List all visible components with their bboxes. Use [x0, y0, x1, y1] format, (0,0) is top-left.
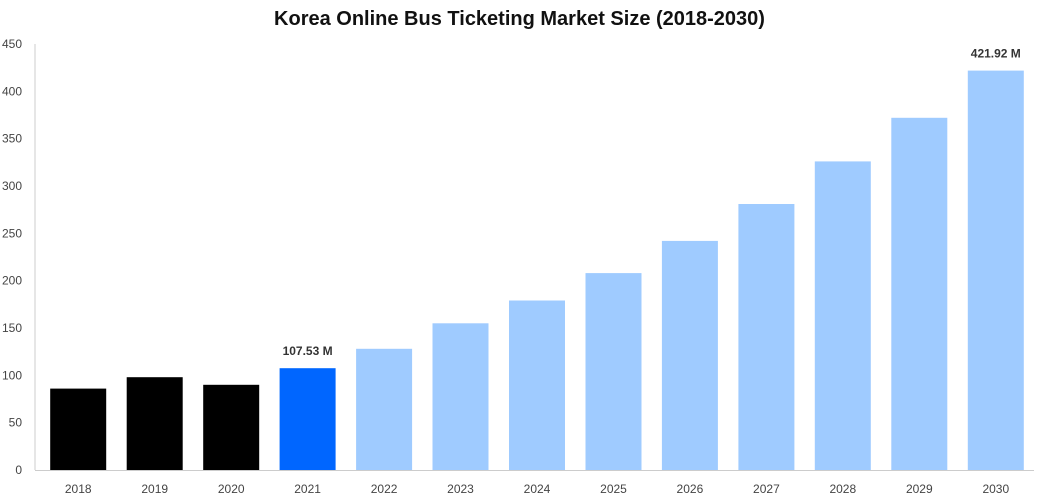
y-tick-label: 150 [2, 321, 22, 335]
labels-group: 2018 2019 2020 2021 107.53 M 2022 2023 2024 2025… [65, 47, 1021, 496]
x-tick-label: 2026 [677, 482, 704, 496]
x-tick-label: 2030 [982, 482, 1009, 496]
bar-2020 [203, 384, 260, 470]
x-tick-label: 2029 [906, 482, 933, 496]
y-tick-label: 400 [2, 84, 22, 98]
x-tick-label: 2025 [600, 482, 627, 496]
x-tick-label: 2019 [141, 482, 168, 496]
bar-2026 [661, 240, 718, 470]
bar-2021 [279, 368, 336, 470]
y-tick-label: 300 [2, 179, 22, 193]
bar-2027 [738, 204, 795, 470]
x-tick-label: 2023 [447, 482, 474, 496]
y-tick-label: 250 [2, 226, 22, 240]
y-tick-label: 200 [2, 274, 22, 288]
bar-2018 [50, 388, 107, 470]
y-tick-label: 50 [9, 416, 23, 430]
bar-2030 [967, 70, 1024, 470]
bar-2022 [356, 348, 413, 470]
bar-2023 [432, 323, 489, 470]
x-tick-label: 2024 [524, 482, 551, 496]
bar-2028 [814, 161, 871, 470]
x-tick-label: 2021 [294, 482, 321, 496]
bars-group [50, 70, 1024, 471]
x-tick-label: 2028 [829, 482, 856, 496]
bar-2019 [126, 377, 183, 470]
data-label-2030: 421.92 M [971, 47, 1021, 61]
chart-title: Korea Online Bus Ticketing Market Size (… [274, 8, 765, 30]
data-label-2021: 107.53 M [283, 344, 333, 358]
y-tick-label: 350 [2, 132, 22, 146]
axes-group: 0 50 100 150 200 250 300 350 400 450 [2, 37, 1034, 477]
y-tick-label: 100 [2, 368, 22, 382]
x-tick-label: 2018 [65, 482, 92, 496]
y-tick-label: 450 [2, 37, 22, 51]
x-tick-label: 2022 [371, 482, 398, 496]
bar-2025 [585, 273, 642, 470]
x-tick-label: 2020 [218, 482, 245, 496]
bar-2024 [509, 300, 565, 470]
x-tick-label: 2027 [753, 482, 780, 496]
y-tick-label: 0 [15, 463, 22, 477]
bar-2029 [891, 117, 948, 471]
